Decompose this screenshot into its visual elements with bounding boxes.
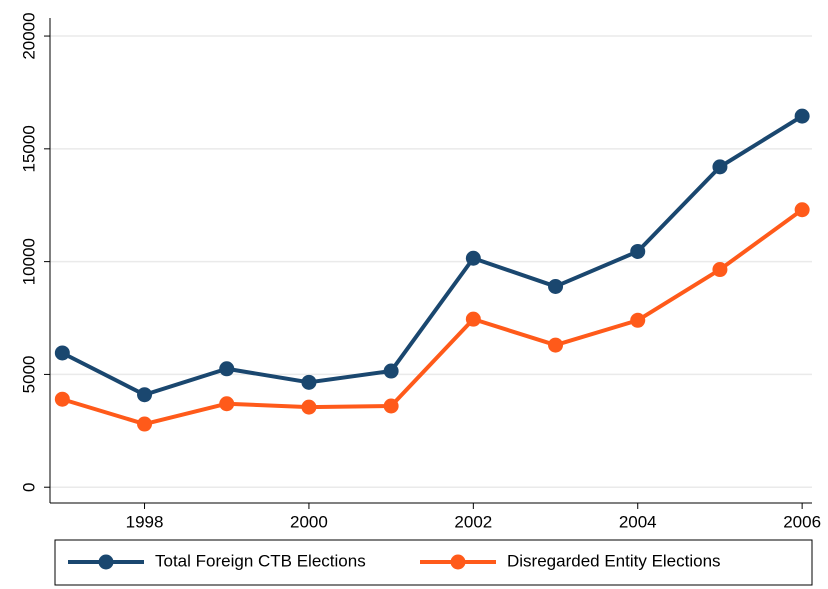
data-point xyxy=(712,159,728,175)
x-tick-label: 2000 xyxy=(290,512,328,531)
data-point xyxy=(794,108,810,124)
series-line xyxy=(61,114,804,397)
data-point xyxy=(219,361,235,377)
data-point xyxy=(465,250,481,266)
x-tick-label: 1998 xyxy=(126,512,164,531)
data-point xyxy=(794,202,810,218)
series-line xyxy=(61,208,804,427)
data-point xyxy=(548,278,564,294)
y-tick-label: 10000 xyxy=(19,238,38,285)
data-point xyxy=(712,262,728,278)
data-point xyxy=(548,337,564,353)
data-point xyxy=(383,363,399,379)
y-tick-label: 20000 xyxy=(19,12,38,59)
x-tick-label: 2004 xyxy=(619,512,657,531)
data-point xyxy=(137,387,153,403)
data-point xyxy=(54,345,70,361)
y-tick-label: 5000 xyxy=(19,356,38,394)
data-point xyxy=(301,399,317,415)
legend-marker xyxy=(450,554,466,570)
data-point xyxy=(219,396,235,412)
data-point xyxy=(630,243,646,259)
x-tick-label: 2006 xyxy=(783,512,821,531)
x-tick-label: 2002 xyxy=(454,512,492,531)
data-point xyxy=(630,312,646,328)
legend-label: Disregarded Entity Elections xyxy=(507,551,721,570)
data-point xyxy=(383,398,399,414)
data-point xyxy=(465,311,481,327)
y-tick-label: 15000 xyxy=(19,125,38,172)
data-point xyxy=(137,416,153,432)
data-point xyxy=(301,374,317,390)
data-point xyxy=(54,391,70,407)
legend-marker xyxy=(98,554,114,570)
legend-label: Total Foreign CTB Elections xyxy=(155,551,366,570)
y-tick-label: 0 xyxy=(19,482,38,491)
